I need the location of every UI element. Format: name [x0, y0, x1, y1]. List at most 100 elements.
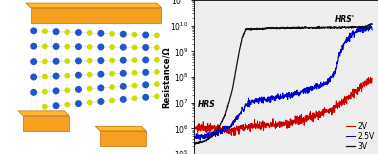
Circle shape [143, 70, 149, 75]
Circle shape [98, 99, 104, 104]
3V [327, 27, 331, 29]
2V [345, 97, 350, 99]
Circle shape [88, 45, 92, 49]
Circle shape [53, 29, 59, 34]
Circle shape [143, 57, 149, 63]
Circle shape [76, 72, 81, 78]
Circle shape [43, 44, 47, 49]
Circle shape [121, 84, 126, 89]
2.5V [327, 81, 332, 83]
Circle shape [31, 43, 36, 49]
3V [191, 143, 196, 145]
Circle shape [98, 30, 104, 36]
Circle shape [65, 88, 70, 92]
Line: 2.5V: 2.5V [194, 25, 372, 140]
Circle shape [88, 73, 92, 77]
Circle shape [31, 90, 36, 95]
Text: HRS': HRS' [335, 15, 355, 24]
Circle shape [65, 59, 70, 63]
2.5V [191, 138, 196, 140]
2.5V [305, 88, 310, 89]
Polygon shape [23, 116, 69, 131]
Polygon shape [95, 126, 146, 131]
2V [232, 135, 236, 137]
Circle shape [53, 59, 59, 64]
Circle shape [43, 74, 47, 79]
Circle shape [121, 97, 126, 102]
Line: 2V: 2V [194, 77, 372, 136]
Polygon shape [31, 8, 161, 23]
Circle shape [155, 94, 159, 98]
3V [370, 23, 374, 25]
2V [327, 109, 332, 111]
2.5V [203, 133, 207, 135]
Circle shape [110, 72, 114, 76]
3V [300, 27, 304, 29]
Circle shape [121, 31, 126, 37]
Circle shape [65, 30, 70, 34]
3V [305, 27, 310, 29]
Polygon shape [26, 3, 161, 8]
Circle shape [143, 32, 149, 38]
Line: 3V: 3V [194, 24, 372, 144]
Circle shape [143, 45, 149, 50]
Circle shape [155, 82, 159, 86]
Circle shape [76, 30, 81, 35]
Circle shape [98, 58, 104, 63]
3V [370, 23, 374, 24]
2V [305, 118, 310, 120]
Circle shape [110, 45, 114, 49]
Circle shape [88, 100, 92, 105]
Circle shape [53, 44, 59, 49]
Circle shape [76, 101, 81, 106]
2.5V [295, 93, 300, 95]
Circle shape [110, 58, 114, 63]
Circle shape [110, 98, 114, 103]
Circle shape [132, 32, 136, 37]
Circle shape [132, 83, 136, 88]
Circle shape [98, 71, 104, 77]
Circle shape [155, 58, 159, 62]
Circle shape [121, 45, 126, 50]
Circle shape [132, 71, 136, 75]
Circle shape [110, 85, 114, 89]
Circle shape [43, 89, 47, 94]
Circle shape [65, 103, 70, 107]
Circle shape [155, 33, 159, 38]
Circle shape [43, 29, 47, 33]
2V [202, 126, 207, 128]
Text: HRS: HRS [198, 100, 216, 109]
2V [295, 122, 300, 124]
2.5V [300, 90, 304, 91]
Circle shape [31, 74, 36, 80]
Circle shape [76, 44, 81, 49]
Circle shape [110, 32, 114, 36]
Circle shape [76, 87, 81, 92]
2.5V [367, 24, 372, 26]
3V [345, 26, 350, 28]
2.5V [370, 29, 374, 31]
3V [202, 140, 207, 142]
Polygon shape [18, 111, 69, 116]
Circle shape [143, 95, 149, 100]
Circle shape [43, 105, 47, 109]
2.5V [345, 41, 350, 42]
Circle shape [132, 45, 136, 49]
Circle shape [132, 58, 136, 62]
Circle shape [65, 44, 70, 49]
Circle shape [132, 96, 136, 101]
Circle shape [98, 85, 104, 91]
2V [370, 77, 374, 79]
Circle shape [43, 59, 47, 64]
2V [191, 128, 196, 130]
Circle shape [53, 103, 59, 108]
2.5V [198, 139, 203, 141]
Circle shape [65, 73, 70, 78]
Circle shape [31, 28, 36, 34]
Circle shape [88, 59, 92, 63]
Circle shape [53, 88, 59, 94]
Circle shape [155, 70, 159, 74]
Legend: 2V, 2.5V, 3V: 2V, 2.5V, 3V [345, 121, 376, 152]
Circle shape [88, 31, 92, 35]
2V [368, 76, 373, 78]
